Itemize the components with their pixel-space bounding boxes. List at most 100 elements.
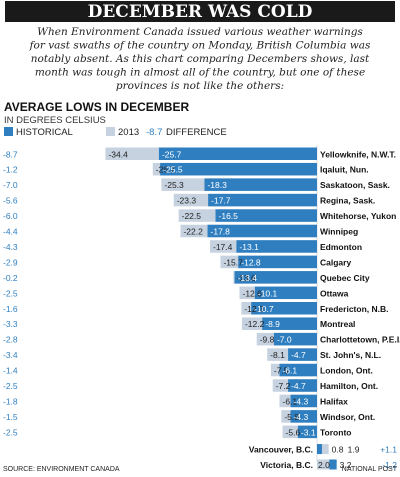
difference-label: -2.9	[3, 257, 18, 267]
bar-historical	[207, 224, 317, 238]
city-label: Charlottetown, P.E.I.	[320, 335, 400, 345]
city-label: Regina, Sask.	[320, 196, 375, 206]
value-label-2013: -5.8	[284, 412, 299, 422]
chart-row: Vancouver, B.C. 0.8 1.9 +1.1	[249, 444, 397, 455]
city-label: Toronto	[320, 427, 351, 437]
chart-row: -8.1 -4.7 St. John's, N.L. -3.4	[3, 348, 381, 361]
value-label-2013: -25.3	[164, 180, 184, 190]
value-label-historical: -10.7	[254, 304, 274, 314]
city-label: Montreal	[320, 319, 355, 329]
chart-legend: HISTORICAL 2013 -8.7 DIFFERENCE	[4, 127, 227, 138]
legend-sample-difference: -8.7	[146, 127, 162, 138]
bar-historical	[251, 302, 317, 315]
value-label-historical: -16.5	[219, 211, 239, 221]
chart-subtitle: IN DEGREES CELSIUS	[4, 115, 106, 126]
bar-historical	[160, 162, 317, 176]
chart-row: -12.3-10.7 Fredericton, N.B. -1.6	[3, 302, 388, 315]
legend-swatch-2013	[106, 127, 115, 136]
city-label: Windsor, Ont.	[320, 412, 375, 422]
city-label: Halifax	[320, 396, 348, 406]
chart-row: -5.8-4.3 Windsor, Ont. -1.5	[3, 410, 375, 423]
value-label-historical: -3.1	[301, 427, 316, 437]
plot-area: -34.4 -25.7 Yellowknife, N.W.T.-8.7-26.7-2…	[3, 145, 400, 470]
difference-label: -1.2	[382, 460, 397, 470]
bar-historical	[254, 286, 317, 300]
bar-historical	[273, 332, 317, 346]
city-label: Whitehorse, Yukon	[320, 211, 396, 221]
difference-label: -1.6	[3, 304, 18, 314]
chart-row: -7.5-6.1 London, Ont. -1.4	[3, 363, 373, 377]
difference-label: -0.2	[3, 273, 18, 283]
chart-row: -23.3 -17.7 Regina, Sask. -5.6	[3, 193, 375, 207]
bar-2013	[317, 444, 329, 455]
difference-label: -3.4	[3, 350, 18, 360]
difference-label: -4.4	[3, 227, 18, 237]
legend-label-historical: HISTORICAL	[16, 127, 73, 138]
city-label: Edmonton	[320, 242, 362, 252]
value-label-2013: -12.2	[245, 319, 265, 329]
chart-row: -22.2 -17.8 Winnipeg -4.4	[3, 224, 358, 238]
chart-row: -13.6-13.4 Quebec City -0.2	[3, 271, 370, 284]
value-label-2013: -22.2	[183, 227, 203, 237]
intro-line: month was tough in almost all of the cou…	[35, 67, 365, 79]
value-label-historical: -4.7	[291, 350, 306, 360]
legend-label-2013: 2013	[118, 127, 139, 138]
intro-line: When Environment Canada issued various w…	[37, 26, 363, 38]
source-note: SOURCE: ENVIRONMENT CANADA	[3, 466, 120, 473]
legend-swatch-historical	[4, 127, 13, 136]
chart-row: -12.2 -8.9 Montreal -3.3	[3, 317, 355, 330]
bar-historical	[158, 147, 317, 160]
chart-row: -17.4 -13.1 Edmonton -4.3	[3, 240, 362, 253]
value-label-2013: -17.4	[213, 242, 233, 252]
bar-historical	[234, 271, 317, 284]
difference-label: -2.5	[3, 288, 18, 298]
value-label-2013: -22.5	[182, 211, 202, 221]
value-label-2013: -12.6	[243, 288, 263, 298]
value-label-historical: -4.3	[294, 412, 309, 422]
chart-row: -12.6-10.1 Ottawa -2.5	[3, 286, 349, 300]
bar-historical	[288, 348, 317, 361]
page-title: DECEMBER WAS COLD	[88, 2, 313, 22]
value-label-historical: -17.7	[211, 196, 231, 206]
value-label-2013: -9.8	[260, 335, 275, 345]
bar-historical	[279, 363, 317, 377]
chart-row: -26.7-25.5 Iqaluit, Nun. -1.2	[3, 162, 369, 176]
value-label-2013: -12.3	[244, 304, 264, 314]
intro-paragraph: When Environment Canada issued various w…	[29, 26, 371, 92]
chart-row: -6.1-4.3 Halifax -1.8	[3, 394, 348, 408]
chart-row: -25.3 -18.3 Saskatoon, Sask. -7.0	[3, 178, 390, 191]
value-label-historical: -25.5	[163, 165, 183, 175]
value-label-2013: -34.4	[108, 149, 128, 159]
value-label-2013: -5.6	[286, 427, 301, 437]
intro-line: for vast swaths of the country on Monday…	[29, 40, 371, 52]
city-label: Winnipeg	[320, 227, 358, 237]
city-label: Vancouver, B.C.	[249, 445, 313, 455]
bar-historical	[238, 255, 317, 269]
bar-historical	[297, 425, 317, 439]
bar-historical	[262, 317, 317, 330]
chart-row: -5.6 -3.1 Toronto -2.5	[3, 425, 351, 439]
chart-row: Victoria, B.C. 2.0 3.2 -1.2	[260, 459, 397, 470]
chart-row: -15.7-12.8 Calgary -2.9	[3, 255, 351, 269]
chart-title: AVERAGE LOWS IN DECEMBER	[4, 100, 189, 114]
difference-label: -4.3	[3, 242, 18, 252]
bar-historical	[288, 379, 317, 392]
value-label-2013: -6.1	[282, 396, 297, 406]
city-label: Hamilton, Ont.	[320, 381, 378, 391]
difference-label: -7.0	[3, 180, 18, 190]
legend-label-difference: DIFFERENCE	[166, 127, 227, 138]
value-label-historical: -8.9	[265, 319, 280, 329]
bar-historical	[290, 394, 317, 408]
city-label: London, Ont.	[320, 366, 373, 376]
difference-label: +1.1	[380, 445, 397, 455]
value-label-2013: -8.1	[270, 350, 285, 360]
value-label-historical: -13.4	[238, 273, 258, 283]
chart-row: -7.2 -4.7 Hamilton, Ont. -2.5	[3, 379, 378, 392]
value-label-historical: -17.8	[211, 227, 231, 237]
value-label-historical: 3.2	[340, 460, 352, 470]
value-label-2013: -23.3	[177, 196, 197, 206]
city-label: St. John's, N.L.	[320, 350, 381, 360]
city-label: Fredericton, N.B.	[320, 304, 388, 314]
bar-historical	[208, 193, 317, 207]
